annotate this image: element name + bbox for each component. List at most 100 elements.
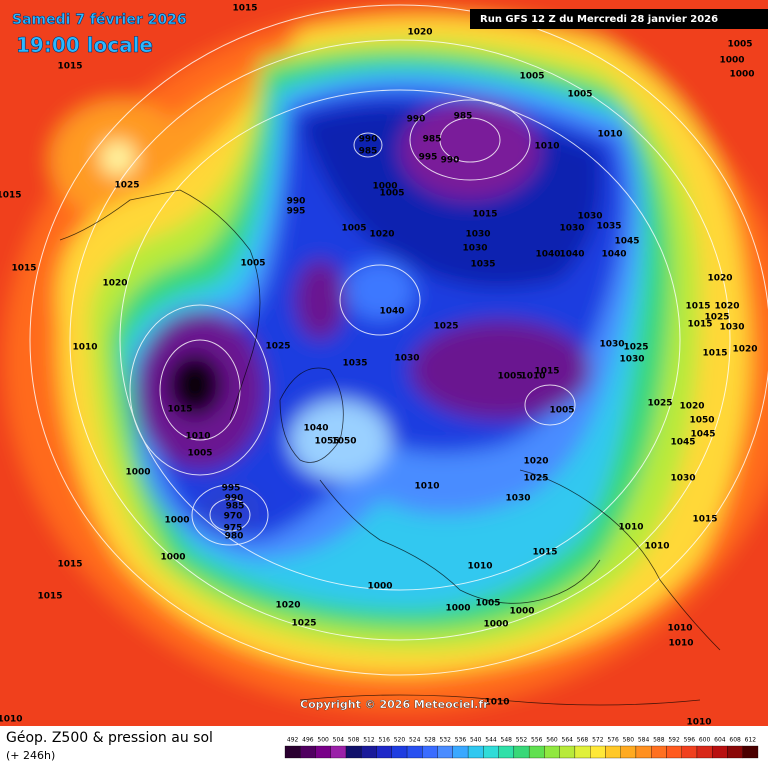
scale-swatch (727, 745, 743, 759)
scale-label: 572 (592, 737, 604, 744)
isobar-label: 1020 (679, 402, 704, 412)
isobar-label: 985 (226, 502, 245, 512)
isobar-label: 1000 (509, 607, 534, 617)
isobar-label: 1020 (407, 28, 432, 38)
scale-label: 600 (699, 737, 711, 744)
isobar-label: 1015 (687, 320, 712, 330)
isobar-label: 1010 (467, 562, 492, 572)
isobar-label: 1040 (303, 424, 328, 434)
isobar-label: 1015 (37, 592, 62, 602)
isobar-label: 1015 (692, 515, 717, 525)
scale-label: 576 (607, 737, 619, 744)
scale-swatch (467, 745, 484, 759)
isobar-label: 1010 (484, 698, 509, 708)
scale-label: 588 (653, 737, 665, 744)
scale-swatch (544, 745, 560, 759)
scale-swatch (483, 745, 499, 759)
isobar-label: 1030 (577, 212, 602, 222)
scale-label: 544 (485, 737, 497, 744)
isobar-label: 1005 (475, 599, 500, 609)
isobar-label: 1000 (125, 468, 150, 478)
isobar-label: 1005 (567, 90, 592, 100)
scale-swatch (376, 745, 392, 759)
isobar-label: 1035 (596, 222, 621, 232)
isobar-label: 1045 (670, 438, 695, 448)
isobar-label: 1000 (445, 604, 470, 614)
isobar-label: 1005 (341, 224, 366, 234)
isobar-label: 990 (407, 115, 426, 125)
isobar-label: 1025 (523, 474, 548, 484)
isobar-label: 1035 (470, 260, 495, 270)
scale-label: 500 (317, 737, 329, 744)
scale-swatch (559, 745, 576, 759)
isobar-label: 1020 (102, 279, 127, 289)
scale-label: 596 (684, 737, 696, 744)
scale-swatch (651, 745, 667, 759)
isobar-label: 1010 (618, 523, 643, 533)
isobar-label: 985 (454, 112, 473, 122)
isobar-label: 1025 (623, 343, 648, 353)
scale-swatch (345, 745, 362, 759)
scale-label: 508 (348, 737, 360, 744)
isobar-label: 1040 (559, 250, 584, 260)
scale-label: 496 (302, 737, 314, 744)
isobar-label: 1000 (164, 516, 189, 526)
isobar-label: 1015 (57, 62, 82, 72)
isobar-label: 995 (287, 207, 306, 217)
scale-swatch (635, 745, 652, 759)
isobar-label: 1010 (414, 482, 439, 492)
isobar-label: 990 (225, 494, 244, 504)
isobar-label: 980 (225, 532, 244, 542)
isobar-label: 1010 (72, 343, 97, 353)
isobars (29, 4, 768, 676)
isobar-label: 995 (222, 484, 241, 494)
isobar-label: 1025 (291, 619, 316, 629)
isobar-label: 1030 (670, 474, 695, 484)
isobar-label: 1010 (686, 718, 711, 728)
isobar-label: 1015 (0, 191, 22, 201)
forecast-date: Samedi 7 février 2026 (12, 12, 187, 28)
isobar-label: 985 (423, 135, 442, 145)
scale-label: 520 (394, 737, 406, 744)
scale-swatch (513, 745, 530, 759)
isobar-label: 1020 (369, 230, 394, 240)
scale-label: 560 (546, 737, 558, 744)
isobar-label: 1025 (647, 399, 672, 409)
isobar-label: 1020 (275, 601, 300, 611)
scale-swatch (300, 745, 316, 759)
isobar-label: 985 (359, 147, 378, 157)
isobar-label: 1015 (685, 302, 710, 312)
isobar-label: 970 (224, 512, 243, 522)
forecast-lead: (+ 246h) (6, 749, 55, 762)
isobar-label: 1030 (462, 244, 487, 254)
isobar-label: 1015 (472, 210, 497, 220)
isobar-label: 1040 (601, 250, 626, 260)
isobar-label: 1015 (57, 560, 82, 570)
scale-label: 524 (409, 737, 421, 744)
isobar-label: 1030 (619, 355, 644, 365)
isobar-label: 995 (419, 153, 438, 163)
isobar-label: 1000 (367, 582, 392, 592)
scale-label: 564 (562, 737, 574, 744)
isobar-label: 1015 (534, 367, 559, 377)
scale-swatch (498, 745, 515, 759)
isobar-label: 1000 (372, 182, 397, 192)
forecast-time: 19:00 locale (16, 33, 153, 57)
isobar-label: 1015 (532, 548, 557, 558)
footer-title: Géop. Z500 & pression au sol (6, 730, 213, 746)
isobar-label: 1025 (704, 313, 729, 323)
scale-swatch (574, 745, 591, 759)
isobar-label: 1030 (505, 494, 530, 504)
isobar-label: 990 (359, 135, 378, 145)
scale-swatch (528, 745, 545, 759)
isobar-label: 1055 (314, 437, 339, 447)
scale-swatch (391, 745, 408, 759)
isobar-label: 1000 (729, 70, 754, 80)
coastlines (59, 189, 721, 706)
scale-label: 612 (745, 737, 757, 744)
scale-swatch (590, 745, 606, 759)
scale-swatch (712, 745, 728, 759)
isobar-label: 1010 (597, 130, 622, 140)
isobar-label: 1025 (114, 181, 139, 191)
